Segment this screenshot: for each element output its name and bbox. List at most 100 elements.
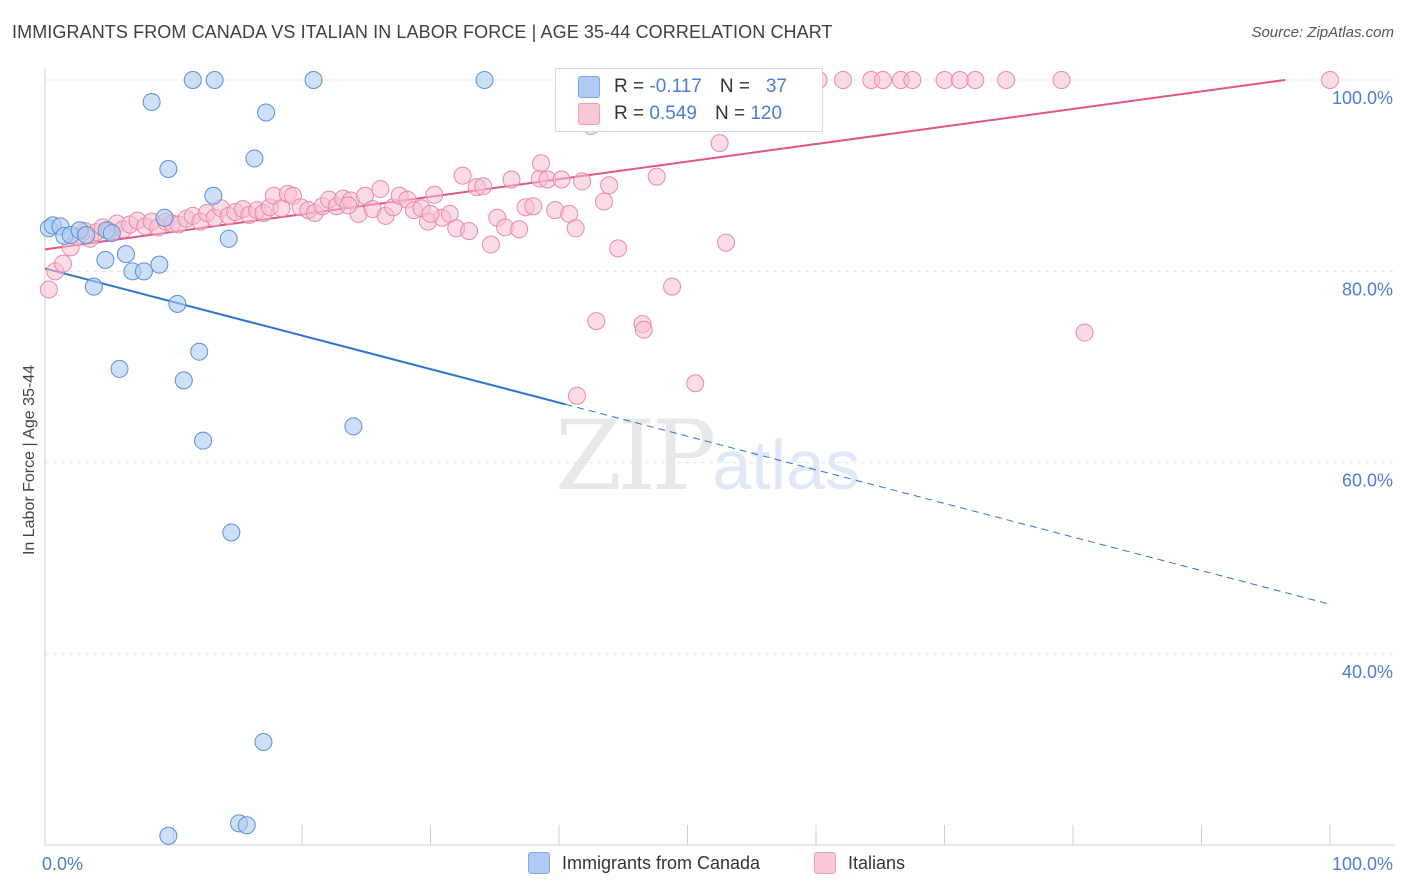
italians-point <box>53 254 72 273</box>
italians-points <box>39 71 1339 405</box>
canada-trendline <box>44 267 566 406</box>
italians-point <box>950 71 969 89</box>
italians-point <box>587 312 606 331</box>
canada-point <box>155 208 174 227</box>
canada-point <box>190 342 209 361</box>
legend-row-italians: R = 0.549 N = 120 <box>578 101 782 127</box>
canada-point <box>142 93 161 112</box>
zipatlas-watermark: ZIPatlas <box>555 400 861 512</box>
italians-point <box>873 71 892 89</box>
italians-point <box>1052 71 1071 89</box>
italians-point <box>339 196 358 215</box>
canada-point <box>257 103 276 122</box>
italians-point <box>39 280 58 299</box>
italians-swatch <box>578 103 600 125</box>
canada-legend-swatch <box>528 852 550 874</box>
y-tick-label: 40.0% <box>1342 662 1393 682</box>
italians-point <box>355 186 374 205</box>
italians-point <box>573 172 592 191</box>
italians-point <box>474 177 493 196</box>
italians-point <box>663 277 682 296</box>
canada-point <box>159 826 178 845</box>
italians-point <box>647 167 666 186</box>
x-tick-label: 0.0% <box>42 854 83 874</box>
canada-n-value: 37 <box>765 76 787 97</box>
canada-point <box>159 159 178 178</box>
italians-point <box>1075 323 1094 342</box>
italians-point <box>1321 71 1339 89</box>
canada-point <box>84 277 103 296</box>
correlation-legend: R = -0.117 N = 37 R = 0.549 N = 120 <box>555 68 823 132</box>
canada-point <box>219 229 238 248</box>
trendlines <box>44 79 1331 605</box>
italians-point <box>552 170 571 189</box>
canada-trendline-extension <box>565 403 1331 605</box>
italians-point <box>425 185 444 204</box>
canada-swatch <box>578 76 600 98</box>
italians-point <box>502 170 521 189</box>
r-label: R = <box>614 103 645 124</box>
canada-point <box>254 733 273 752</box>
italians-point <box>524 197 543 216</box>
italians-legend-swatch <box>814 852 836 874</box>
y-tick-label: 80.0% <box>1342 279 1393 299</box>
canada-point <box>194 431 213 450</box>
canada-point <box>183 71 202 89</box>
italians-point <box>717 233 736 252</box>
italians-point <box>710 134 729 153</box>
y-tick-label: 100.0% <box>1332 88 1393 108</box>
canada-point <box>204 186 223 205</box>
n-label: N = <box>714 103 746 124</box>
italians-point <box>935 71 954 89</box>
canada-point <box>96 250 115 269</box>
legend-item-italians[interactable]: Italians <box>814 852 905 874</box>
chart-title: IMMIGRANTS FROM CANADA VS ITALIAN IN LAB… <box>12 22 833 42</box>
n-label: N = <box>719 76 750 97</box>
italians-point <box>481 235 500 254</box>
legend-row-canada: R = -0.117 N = 37 <box>578 74 787 100</box>
canada-point <box>150 255 169 274</box>
canada-point <box>174 371 193 390</box>
italians-point <box>833 71 852 89</box>
italians-point <box>609 239 628 258</box>
italians-point <box>634 320 653 339</box>
y-tick-label: 60.0% <box>1342 471 1393 491</box>
italians-point <box>997 71 1016 89</box>
italians-point <box>600 176 619 195</box>
canada-point <box>237 816 256 835</box>
canada-point <box>205 71 224 89</box>
canada-point <box>475 71 494 89</box>
italians-point <box>453 166 472 185</box>
canada-r-value: -0.117 <box>649 76 702 97</box>
italians-point <box>594 192 613 211</box>
legend-item-canada[interactable]: Immigrants from Canada <box>528 852 760 874</box>
italians-n-value: 120 <box>750 103 783 124</box>
canada-point <box>304 71 323 89</box>
canada-point <box>245 149 264 168</box>
italians-point <box>421 204 440 223</box>
canada-points <box>39 71 494 845</box>
canada-legend-label: Immigrants from Canada <box>562 852 761 873</box>
italians-point <box>510 220 529 239</box>
italians-legend-label: Italians <box>848 852 906 873</box>
italians-point <box>566 219 585 238</box>
r-label: R = <box>614 76 645 97</box>
source-label: Source: ZipAtlas.com <box>1251 24 1394 41</box>
canada-point <box>110 359 129 378</box>
italians-r-value: 0.549 <box>649 103 697 124</box>
italians-point <box>532 154 551 173</box>
italians-point <box>567 386 586 405</box>
canada-point <box>134 262 153 281</box>
italians-point <box>966 71 985 89</box>
italians-point <box>686 374 705 393</box>
axes <box>44 68 1395 846</box>
canada-point <box>77 225 96 244</box>
canada-point <box>102 224 121 243</box>
tick-labels: 40.0% 60.0% 80.0% 100.0% 0.0% 100.0% <box>42 88 1393 874</box>
italians-point <box>371 180 390 199</box>
x-tick-label: 100.0% <box>1332 854 1393 874</box>
italians-point <box>460 222 479 241</box>
canada-point <box>222 523 241 542</box>
canada-point <box>116 245 135 264</box>
